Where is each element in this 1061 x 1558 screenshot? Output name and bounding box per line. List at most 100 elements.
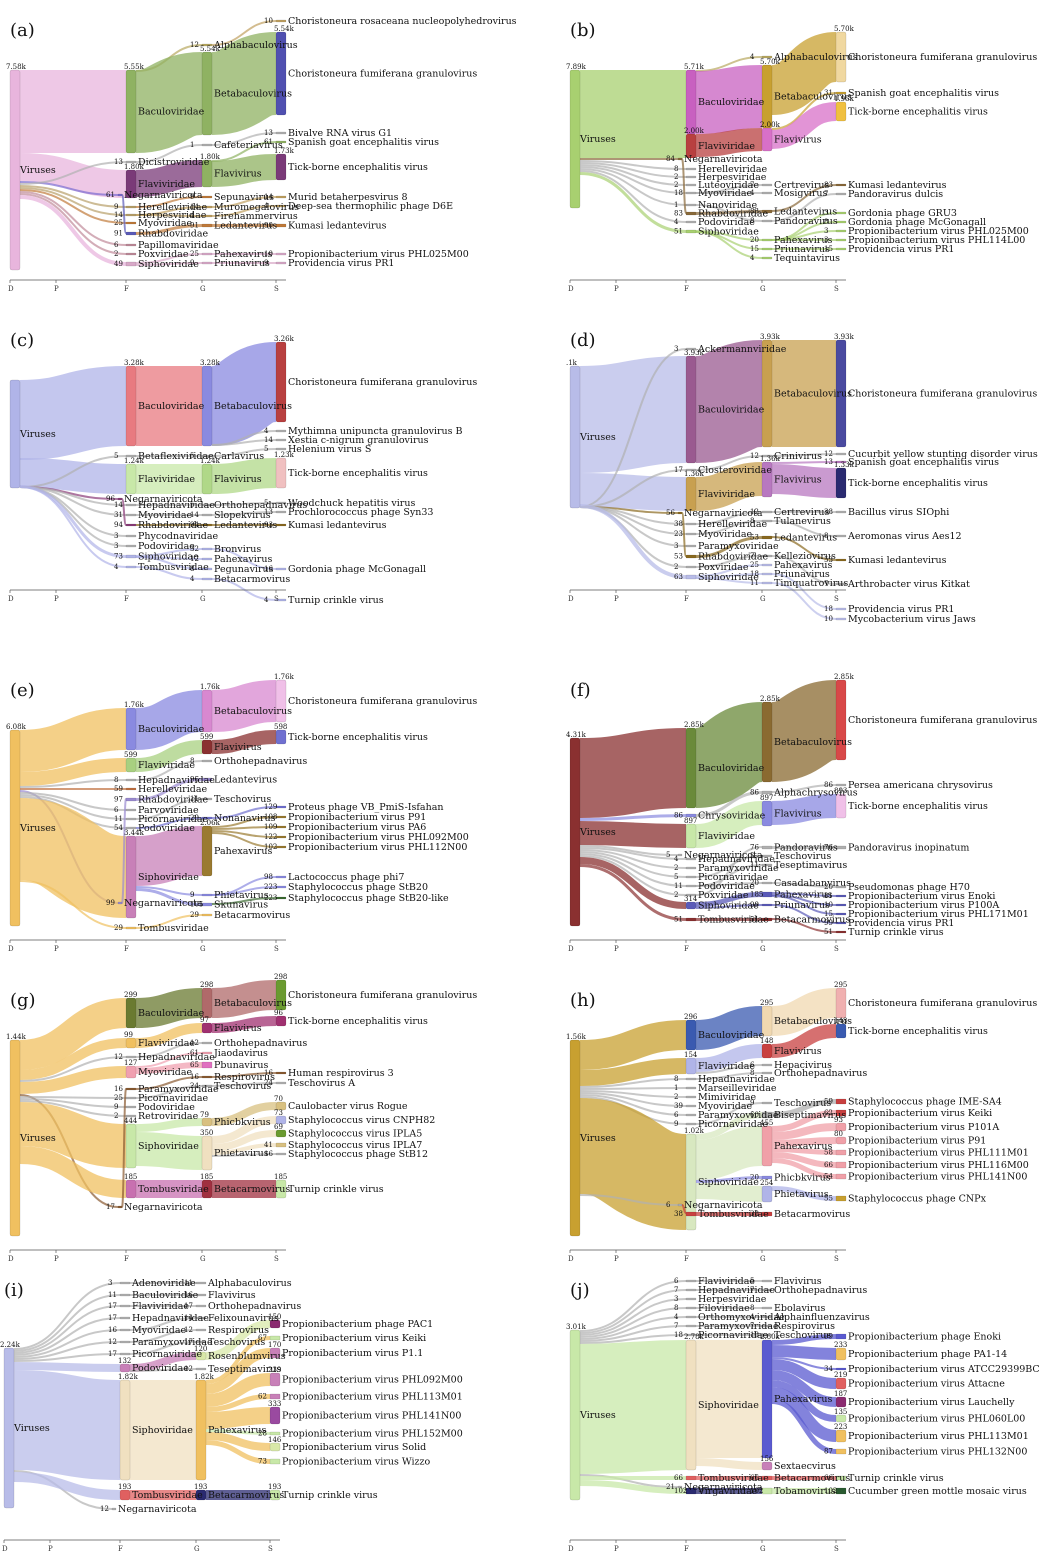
sankey-node-pah (201, 557, 213, 561)
sankey-node-label: Propionibacterium phage PAC1 (282, 1319, 433, 1330)
sankey-node-label: Siphoviridae (138, 259, 199, 270)
sankey-node-label: Podoviridae (138, 823, 195, 834)
sankey-node-label: Tombusviridae (698, 1473, 769, 1484)
sankey-node-res (195, 1328, 207, 1332)
sankey-node-label: Spanish goat encephalitis virus (288, 137, 439, 148)
sankey-node-s10 (835, 617, 847, 621)
sankey-node-alp (195, 1281, 207, 1285)
rank-axis-tick-label: S (834, 595, 839, 603)
sankey-node-label: Siphoviridae (698, 901, 759, 912)
sankey-node-s10 (835, 247, 847, 251)
sankey-node-pic (685, 1333, 697, 1337)
sankey-node-label: Propionibacterium virus Keiki (282, 1333, 426, 1344)
sankey-node-bac (125, 69, 137, 154)
sankey-diagram: Viruses7.58kNegarnaviricota61Baculovirid… (6, 16, 517, 293)
sankey-node-label: Kumasi ledantevirus (288, 221, 387, 232)
sankey-node-label: Teschovirus (774, 851, 831, 862)
sankey-node-label: Mimiviridae (698, 1092, 757, 1103)
sankey-node-value: 12 (108, 1338, 117, 1346)
sankey-link-sip-pah (135, 826, 203, 886)
sankey-node-value: 13 (264, 129, 273, 137)
sankey-node-label: Staphylococcus phage CNPx (848, 1194, 987, 1205)
sankey-link-neg-rha (121, 498, 127, 526)
sankey-node-bac (125, 365, 137, 447)
sankey-node-label: Negarnaviricota (124, 190, 203, 201)
sankey-node-value: 16 (190, 1073, 199, 1081)
sankey-node-value: 8 (114, 776, 118, 784)
sankey-node-label: Betabaculovirus (214, 401, 292, 412)
sankey-link-pah-s5 (205, 1394, 271, 1412)
sankey-node-sip (125, 554, 137, 559)
sankey-node-phe (761, 1185, 773, 1203)
sankey-node-label: Propionibacterium phage Enoki (848, 1332, 1001, 1343)
sankey-node-label: Turnip crinkle virus (282, 1490, 378, 1501)
sankey-node-sku (201, 902, 213, 907)
sankey-node-pah (761, 1125, 773, 1167)
sankey-node-value: 90 (264, 222, 273, 230)
sankey-node-value: 91 (114, 230, 123, 238)
sankey-node-pri (761, 247, 773, 251)
sankey-node-cri (761, 454, 773, 458)
sankey-node-label: Choristoneura fumiferana granulovirus (848, 52, 1037, 63)
sankey-link-vir-fla (579, 821, 687, 848)
sankey-node-label: Casadabanvirus (774, 878, 851, 889)
sankey-node-label: Negarnaviricota (118, 1504, 197, 1515)
sankey-node-value: 8 (190, 565, 194, 573)
sankey-link-vir-pod (13, 1362, 121, 1372)
sankey-node-label: Flavivirus (214, 742, 262, 753)
sankey-node-value: 1.24k (124, 457, 145, 465)
sankey-node-value: 1.80k (124, 163, 145, 171)
sankey-node-value: 56 (666, 509, 675, 517)
sankey-node-label: Picornaviridae (138, 1093, 209, 1104)
sankey-node-myo (685, 1104, 697, 1108)
sankey-node-s6 (275, 835, 287, 839)
sankey-diagram: Viruses 1.56k Negarnaviricota 6 Baculovirida… (566, 981, 1037, 1263)
sankey-node-bet (201, 689, 213, 733)
sankey-panel-i: (i) Viruses 2.24k Negarnaviricota 12 Adenovir… (0, 1268, 490, 1558)
sankey-node-hep (685, 1077, 697, 1081)
sankey-node-neg (677, 853, 683, 857)
sankey-link-vir-sip (579, 1340, 687, 1474)
sankey-link-vir-myo (13, 1329, 121, 1358)
sankey-node-s7 (269, 1431, 281, 1436)
sankey-node-tom (119, 1489, 131, 1501)
sankey-node-value: 9 (114, 1103, 118, 1111)
sankey-node-label: Turnip crinkle virus (848, 1473, 944, 1484)
sankey-node-label: Betabaculovirus (214, 998, 292, 1009)
sankey-node-label: Viruses (579, 1410, 616, 1421)
sankey-node-label: Sepunavirus (214, 192, 274, 203)
sankey-node-value: 6 (114, 241, 119, 249)
sankey-node-phc (761, 1175, 773, 1180)
sankey-node-value: 193 (268, 1483, 281, 1491)
sankey-node-s1 (269, 1319, 281, 1329)
rank-axis-tick-label: G (760, 285, 766, 293)
sankey-node-label: Priunavirus (774, 244, 830, 255)
sankey-node-label: Propionibacterium virus Solid (282, 1442, 426, 1453)
sankey-node-value: 1.56k (566, 1033, 587, 1041)
sankey-node-s7 (275, 845, 287, 849)
sankey-node-value: 3 (824, 227, 828, 235)
sankey-node-ort (761, 1071, 773, 1075)
sankey-node-pah (761, 563, 773, 567)
sankey-node-label: Tick-borne encephalitis virus (288, 468, 428, 479)
sankey-node-value: 99 (824, 1333, 833, 1341)
sankey-node-label: Propionibacterium virus P1.1 (282, 1348, 423, 1359)
sankey-node-value: 1.36k (684, 470, 705, 478)
sankey-node-value: 20 (824, 883, 833, 891)
sankey-node-s10 (835, 930, 847, 934)
sankey-node-value: 17 (106, 1203, 115, 1211)
sankey-node-value: 3.44k (124, 829, 145, 837)
rank-axis-tick-label: F (124, 1255, 129, 1263)
sankey-node-bac (685, 1019, 697, 1051)
sankey-node-value: 120 (194, 1345, 207, 1353)
sankey-node-tob (761, 1487, 773, 1495)
sankey-node-pap (125, 243, 137, 247)
rank-axis-tick-label: D (568, 285, 574, 293)
sankey-node-sip (125, 261, 137, 267)
sankey-node-label: Pegunavirus (214, 564, 274, 575)
sankey-node-value: 12 (114, 1053, 123, 1061)
sankey-node-value: 6.08k (6, 723, 27, 731)
sankey-node-label: Human respirovirus 3 (288, 1068, 394, 1079)
sankey-link-vir-pic (13, 1353, 121, 1362)
sankey-node-value: .1k (566, 359, 578, 367)
